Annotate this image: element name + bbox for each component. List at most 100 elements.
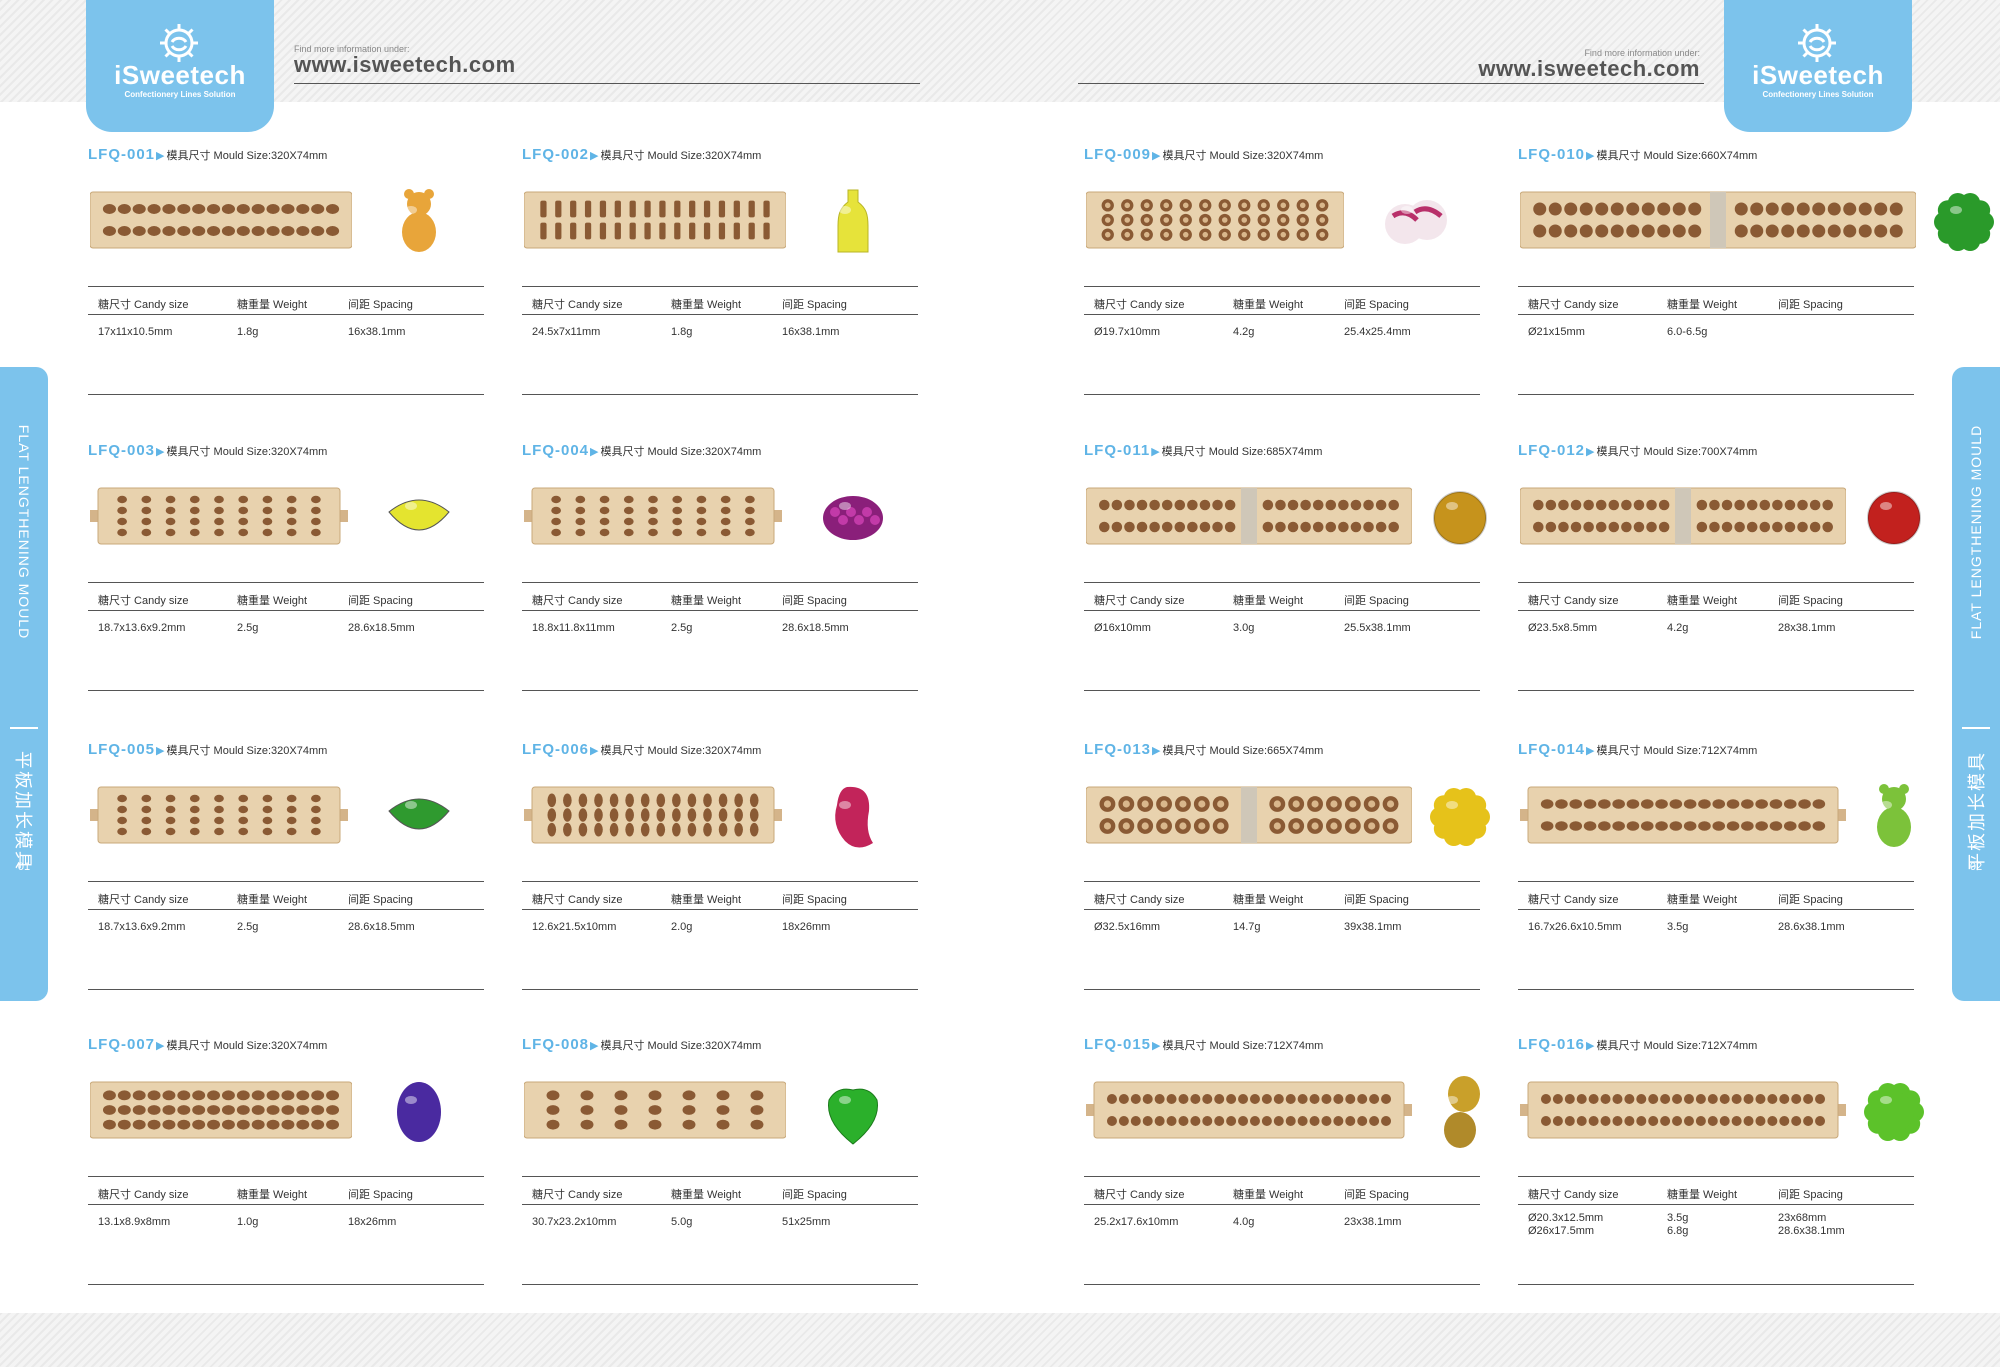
weight-value: 4.2g xyxy=(1233,326,1255,338)
mould-cavity xyxy=(1333,1115,1344,1127)
mould-cavity xyxy=(1784,499,1796,511)
product-card: LFQ-007▶ 模具尺寸 Mould Size:320X74mm 糖尺寸 Cand… xyxy=(88,1036,484,1332)
mould-cavity xyxy=(189,827,200,836)
spacing-header: 间距 Spacing xyxy=(1344,299,1409,311)
mould-size-label: 模具尺寸 Mould Size: xyxy=(1596,745,1702,757)
arrow-right-icon: ▶ xyxy=(156,745,165,757)
mould-cavity xyxy=(147,1119,161,1130)
mould-cavity xyxy=(1178,1093,1189,1105)
mould-cavity xyxy=(281,1090,295,1101)
mould-cavity xyxy=(1583,799,1597,809)
mould-cavity xyxy=(1809,499,1821,511)
mould-cavity xyxy=(547,808,557,822)
mould-cavity xyxy=(1174,499,1186,511)
mould-cavity xyxy=(1669,821,1683,831)
mould-cavity xyxy=(251,226,265,236)
candy-size-value: 25.2x17.6x10mm xyxy=(1094,1216,1179,1228)
mould-cavity xyxy=(1646,521,1657,533)
table-rule xyxy=(522,881,918,882)
mould-cavity xyxy=(1781,202,1795,216)
product-heading: LFQ-015▶ 模具尺寸 Mould Size:712X74mm xyxy=(1084,1036,1323,1054)
spacing-value: 28.6x38.1mm xyxy=(1778,921,1845,933)
product-card: LFQ-014▶ 模具尺寸 Mould Size:712X74mm 糖尺寸 Cand… xyxy=(1518,741,1914,1037)
table-rule xyxy=(522,1204,918,1205)
table-rule xyxy=(1084,909,1480,910)
gear-logo-icon xyxy=(1798,24,1836,62)
mould-cavity xyxy=(1564,202,1578,216)
product-code: LFQ-016 xyxy=(1518,1036,1586,1053)
mould-cavity xyxy=(1583,821,1597,831)
mould-cavity xyxy=(311,805,321,814)
mould-cavity xyxy=(1655,821,1668,831)
mould-size-label: 模具尺寸 Mould Size: xyxy=(166,150,272,162)
mould-cavity xyxy=(236,1105,250,1115)
mould-cavity xyxy=(132,1119,146,1130)
mould-cavity xyxy=(221,226,235,236)
mould-cavity xyxy=(214,495,224,504)
mould-cavity xyxy=(648,1105,662,1115)
mould-cavity xyxy=(1695,1093,1706,1105)
mould-cavity xyxy=(1333,1093,1344,1105)
mould-cavity xyxy=(599,528,610,537)
mould-cavity xyxy=(1734,521,1745,533)
mould-cavity xyxy=(718,793,728,808)
mould-cavity xyxy=(1683,1093,1694,1105)
product-heading: LFQ-014▶ 模具尺寸 Mould Size:712X74mm xyxy=(1518,741,1757,759)
candy-size-value: 12.6x21.5x10mm xyxy=(532,921,617,933)
mould-cavity xyxy=(1238,1115,1249,1127)
mould-cavity xyxy=(1858,224,1872,238)
mould-size-value: 320X74mm xyxy=(271,1040,328,1052)
mould-cavity xyxy=(1712,821,1726,831)
spacing-header: 间距 Spacing xyxy=(1778,894,1843,906)
mould-cavity xyxy=(1552,1115,1563,1127)
candy-shape xyxy=(1944,202,1984,242)
candy-size-header: 糖尺寸 Candy size xyxy=(1094,595,1185,607)
mould-cavity xyxy=(207,226,221,236)
mould-cavity xyxy=(1660,1093,1671,1105)
mould-cavity xyxy=(1569,821,1583,831)
mould-cavity xyxy=(1111,521,1123,533)
website-link[interactable]: www.isweetech.com xyxy=(1478,56,1700,81)
mould-cavity xyxy=(141,528,152,537)
spacing-value: 23x68mm xyxy=(1778,1212,1827,1224)
mould-cavity xyxy=(1369,1093,1380,1105)
mould-cavity xyxy=(1698,799,1711,809)
mould-cavity xyxy=(1598,799,1611,809)
candy-shape xyxy=(1867,491,1921,545)
candy-size-value: 30.7x23.2x10mm xyxy=(532,1216,617,1228)
mould-cavity xyxy=(262,517,273,526)
grape-bunch-icon xyxy=(823,496,883,540)
website-link[interactable]: www.isweetech.com xyxy=(294,52,516,77)
mould-cavity xyxy=(296,204,310,214)
mould-size-value: 320X74mm xyxy=(271,446,328,458)
logo-tab-left: iSweetech Confectionery Lines Solution xyxy=(86,0,274,132)
mould-cavity xyxy=(1598,821,1611,831)
table-rule xyxy=(1518,1176,1914,1177)
mould-cavity xyxy=(1672,1093,1683,1105)
mould-cavity xyxy=(165,794,176,803)
mould-cavity xyxy=(214,794,224,803)
card-bottom-rule xyxy=(88,989,484,990)
mould-cavity xyxy=(192,1090,206,1101)
mould-cavity xyxy=(1199,499,1211,511)
mould-cavity xyxy=(1226,1115,1237,1127)
product-code: LFQ-002 xyxy=(522,146,590,163)
mould-cavity xyxy=(734,822,743,837)
mould-cavity xyxy=(141,827,152,836)
mould-size-value: 320X74mm xyxy=(705,745,762,757)
mould-cavity xyxy=(147,204,161,214)
mould-cavity xyxy=(1583,521,1594,533)
mould-cavity xyxy=(1608,499,1620,511)
mould-cavity xyxy=(1726,821,1740,831)
mould-cavity xyxy=(1672,202,1686,216)
mould-cavity xyxy=(648,528,658,537)
table-rule xyxy=(1084,1204,1480,1205)
product-card: LFQ-010▶ 模具尺寸 Mould Size:660X74mm 糖尺寸 Cand… xyxy=(1518,146,1994,442)
weight-value: 5.0g xyxy=(671,1216,693,1228)
mould-cavity xyxy=(1273,1093,1284,1105)
mould-size-label: 模具尺寸 Mould Size: xyxy=(1162,150,1268,162)
lime-slice-icon xyxy=(388,798,450,830)
mould-cavity xyxy=(1576,1093,1587,1105)
mould-cavity xyxy=(1812,799,1826,809)
mould-cavity xyxy=(1345,1115,1356,1127)
